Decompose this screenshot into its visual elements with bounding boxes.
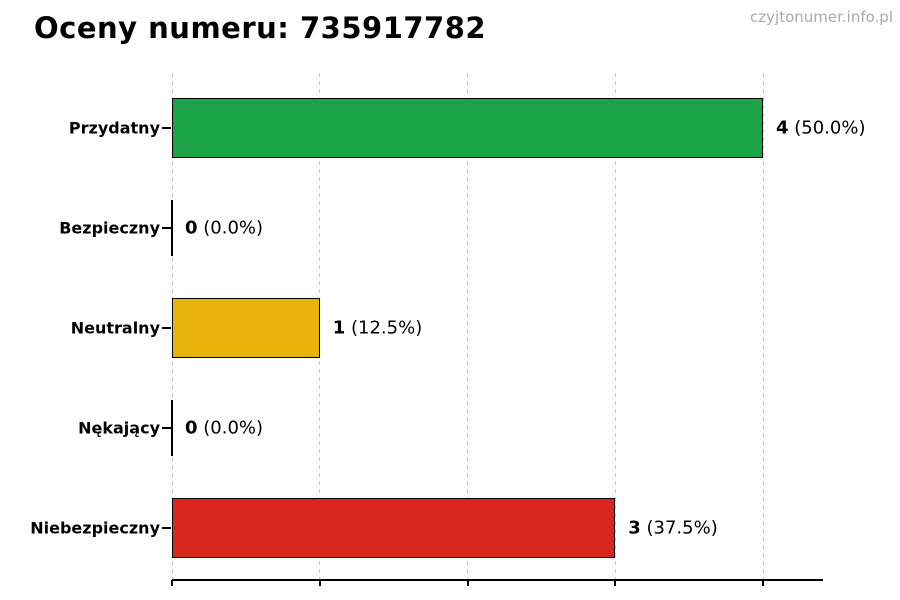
value-count-4: 3 <box>628 517 641 539</box>
x-axis-line <box>172 579 823 581</box>
x-axis-tick-0 <box>171 580 173 586</box>
value-percent-3: (0.0%) <box>197 417 264 439</box>
value-count-3: 0 <box>185 417 198 439</box>
value-percent-0: (50.0%) <box>788 117 866 139</box>
gridline-4 <box>762 73 764 580</box>
bar-0 <box>172 98 763 158</box>
bar-3-zero <box>171 400 173 456</box>
value-percent-4: (37.5%) <box>640 517 718 539</box>
bar-1-zero <box>171 200 173 256</box>
value-percent-2: (12.5%) <box>345 317 423 339</box>
x-axis-tick-3 <box>614 580 617 586</box>
category-label-3: Nękający <box>78 418 160 438</box>
category-label-0: Przydatny <box>68 118 160 138</box>
gridline-2 <box>467 73 468 580</box>
watermark-text: czyjtonumer.info.pl <box>750 8 893 26</box>
y-axis-tick-1 <box>162 227 171 229</box>
gridline-1 <box>319 73 321 580</box>
x-axis-tick-4 <box>762 580 764 586</box>
value-label-4: 3 (37.5%) <box>628 518 717 539</box>
value-label-0: 4 (50.0%) <box>776 118 865 139</box>
y-axis-tick-2 <box>162 327 171 329</box>
x-axis-tick-1 <box>318 580 321 586</box>
gridline-3 <box>614 73 616 580</box>
bar-2 <box>172 298 320 358</box>
y-axis-tick-0 <box>162 127 171 129</box>
y-axis-tick-4 <box>162 527 171 529</box>
y-axis-tick-3 <box>162 427 171 429</box>
value-label-3: 0 (0.0%) <box>185 418 263 439</box>
value-label-2: 1 (12.5%) <box>333 318 422 339</box>
category-label-2: Neutralny <box>70 318 160 338</box>
value-count-1: 0 <box>185 217 198 239</box>
value-count-2: 1 <box>332 317 346 339</box>
category-label-4: Niebezpieczny <box>30 518 160 538</box>
bar-4 <box>172 498 616 558</box>
value-count-0: 4 <box>776 117 789 139</box>
chart-title: Oceny numeru: 735917782 <box>34 11 487 45</box>
value-label-1: 0 (0.0%) <box>185 218 263 239</box>
value-percent-1: (0.0%) <box>197 217 264 239</box>
category-label-1: Bezpieczny <box>59 218 160 238</box>
x-axis-tick-2 <box>466 580 469 586</box>
